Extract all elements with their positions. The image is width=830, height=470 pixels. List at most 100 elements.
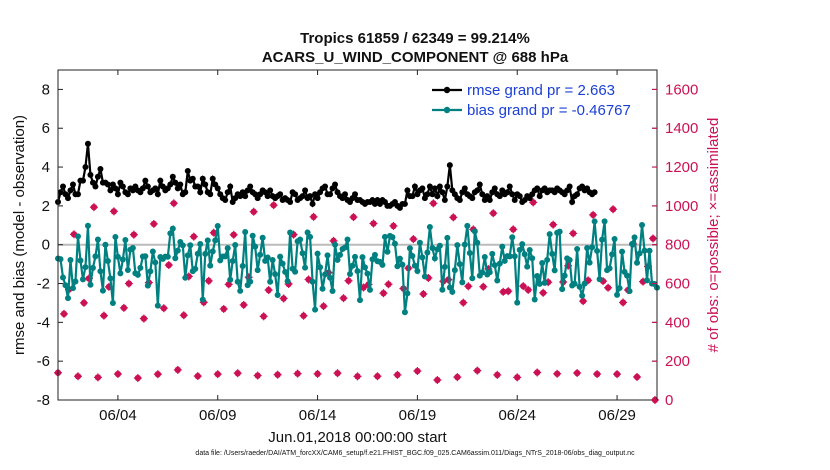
bias-point: [529, 255, 536, 262]
y-tick-label: 0: [42, 237, 50, 254]
rmse-point: [84, 140, 91, 147]
bias-point: [534, 272, 541, 279]
y-tick-label: -6: [37, 353, 50, 370]
bias-point: [394, 263, 401, 270]
obs-count-marker: [193, 372, 202, 381]
obs-count-marker: [179, 311, 188, 320]
bias-point: [302, 264, 309, 271]
rmse-point: [404, 187, 411, 194]
bias-point: [144, 282, 151, 289]
obs-count-marker: [589, 210, 598, 219]
bias-point: [446, 284, 453, 291]
bias-point: [519, 241, 526, 248]
obs-count-marker: [569, 229, 578, 238]
obs-count-marker: [349, 213, 358, 222]
obs-count-marker: [533, 368, 542, 377]
bias-point: [634, 259, 641, 266]
bias-point: [364, 270, 371, 277]
bias-point: [114, 253, 121, 260]
bias-point: [147, 268, 154, 275]
rmse-point: [409, 193, 416, 200]
bias-point: [449, 288, 456, 295]
chart-title-line-2: ACARS_U_WIND_COMPONENT @ 688 hPa: [261, 49, 569, 66]
bias-point: [172, 255, 179, 262]
rmse-point: [506, 183, 513, 190]
obs-count-marker: [489, 209, 498, 218]
bias-point: [609, 251, 616, 258]
bias-point: [97, 268, 104, 275]
rmse-point: [309, 200, 316, 207]
bias-point: [182, 274, 189, 281]
bias-point: [102, 241, 109, 248]
obs-count-marker: [509, 225, 518, 234]
obs-count-marker: [169, 199, 178, 208]
obs-count-marker: [233, 369, 242, 378]
rmse-point: [461, 185, 468, 192]
rmse-point: [299, 193, 306, 200]
rmse-point: [536, 193, 543, 200]
bias-point: [274, 291, 281, 298]
rmse-point: [287, 199, 294, 205]
bias-point: [277, 253, 284, 260]
bias-point: [107, 275, 114, 282]
bias-point: [349, 262, 356, 269]
bias-point: [559, 286, 566, 293]
bias-point: [87, 281, 94, 288]
rmse-point: [569, 199, 576, 205]
rmse-point: [441, 197, 448, 204]
bias-point: [352, 253, 359, 260]
bias-point: [334, 256, 341, 263]
bias-point: [584, 245, 591, 252]
obs-count-marker: [389, 221, 398, 230]
bias-point: [197, 240, 204, 247]
bias-point: [312, 306, 319, 313]
bias-point: [421, 273, 428, 280]
bias-point: [384, 248, 391, 255]
bias-point: [84, 222, 91, 229]
bias-point: [586, 259, 593, 266]
bias-point: [566, 257, 573, 264]
bias-point: [282, 268, 289, 275]
bias-point: [539, 259, 546, 266]
bias-point: [202, 250, 209, 257]
obs-count-marker: [213, 370, 222, 379]
rmse-point: [429, 191, 436, 198]
obs-count-marker: [453, 373, 462, 382]
bias-point: [526, 247, 533, 254]
bias-point: [284, 278, 291, 285]
bias-point: [354, 268, 361, 275]
rmse-point: [574, 191, 581, 198]
y-axis-label: rmse and bias (model - observation): [11, 115, 28, 355]
rmse-point: [424, 191, 431, 198]
bias-point: [544, 256, 551, 263]
bias-point: [317, 264, 324, 271]
rmse-point: [92, 183, 99, 190]
bias-point: [516, 246, 523, 253]
bias-point: [486, 269, 493, 276]
obs-count-marker: [264, 286, 273, 295]
bias-point: [117, 270, 124, 277]
rmse-point: [87, 171, 94, 178]
bias-point: [254, 267, 261, 274]
x-tick-label: 06/09: [199, 407, 237, 424]
bias-point: [209, 248, 216, 255]
rmse-point: [322, 183, 329, 190]
bias-point: [122, 236, 129, 243]
rmse-point: [207, 191, 214, 198]
obs-count-marker: [119, 303, 128, 312]
obs-count-marker: [413, 367, 422, 376]
bias-point: [414, 267, 421, 274]
obs-count-marker: [164, 261, 173, 270]
bias-point: [89, 264, 96, 271]
bias-point: [611, 236, 618, 243]
bias-point: [356, 297, 363, 304]
bias-point: [252, 243, 259, 250]
rmse-point: [327, 191, 334, 198]
bias-point: [247, 278, 254, 285]
y-right-tick-label: 600: [665, 276, 690, 293]
rmse-legend-label: rmse grand pr = 2.663: [467, 82, 615, 99]
bias-point: [579, 292, 586, 299]
bias-point: [601, 218, 608, 225]
bias-point: [229, 257, 236, 264]
